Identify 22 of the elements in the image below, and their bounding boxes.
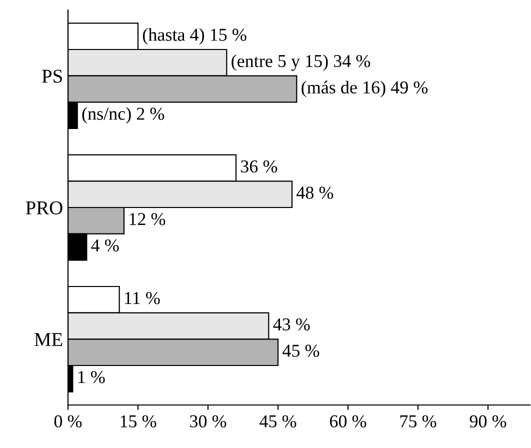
x-tick-label: 30 % <box>190 415 226 428</box>
text: (entre 5 y 15) 34 % <box>232 54 370 71</box>
data-label: 43 % <box>273 318 310 331</box>
data-label: 48 % <box>296 186 334 199</box>
x-tick-label: 60 % <box>330 415 366 428</box>
data-label: 45 % <box>282 344 320 357</box>
y-tick-label: PS <box>42 70 62 83</box>
text: (más de 16) 49 % <box>302 80 428 98</box>
x-tick-label: 90 % <box>470 415 506 428</box>
data-label: 1 % <box>78 371 105 384</box>
x-tick-label: 15 % <box>120 415 156 428</box>
text: (hasta 4) 15 % <box>142 28 246 45</box>
y-tick-label: ME <box>34 333 62 346</box>
x-tick-label: 0 % <box>54 415 82 428</box>
data-label: 36 % <box>241 160 278 173</box>
y-tick-label: PRO <box>26 201 62 214</box>
data-label: 12 % <box>130 213 166 226</box>
data-label: 4 % <box>91 239 119 252</box>
data-label: 11 % <box>125 292 160 304</box>
x-tick-label: 45 % <box>260 415 296 428</box>
x-tick-label: 75 % <box>400 415 436 428</box>
text: (ns/nc) 2 % <box>82 107 164 124</box>
